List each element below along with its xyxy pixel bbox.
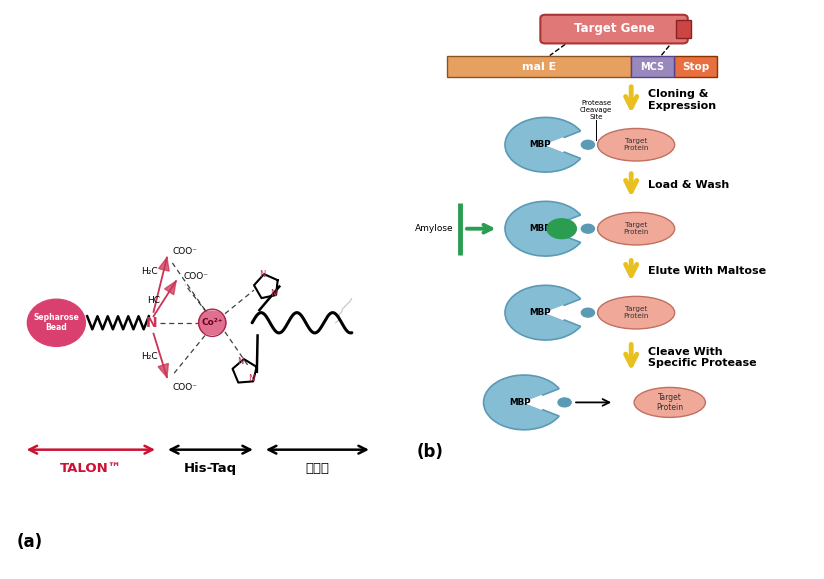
- Circle shape: [582, 224, 594, 233]
- Text: TALON™: TALON™: [60, 463, 122, 475]
- Text: Target Gene: Target Gene: [574, 23, 654, 35]
- Text: Protease
Cleavage
Site: Protease Cleavage Site: [580, 100, 612, 120]
- Text: HC: HC: [147, 296, 160, 305]
- Text: Target
Protein: Target Protein: [624, 222, 648, 235]
- Circle shape: [582, 308, 594, 317]
- Circle shape: [582, 140, 594, 149]
- Text: Target
Protein: Target Protein: [624, 138, 648, 151]
- Text: H₂C: H₂C: [142, 267, 158, 276]
- Wedge shape: [505, 285, 581, 340]
- Text: COO⁻: COO⁻: [183, 272, 208, 281]
- Text: MBP: MBP: [509, 398, 531, 407]
- Polygon shape: [158, 364, 168, 377]
- Text: Sepharose
Bead: Sepharose Bead: [34, 313, 79, 332]
- Bar: [447, 57, 631, 77]
- Text: H₂C: H₂C: [142, 352, 158, 361]
- Text: COO⁻: COO⁻: [172, 247, 198, 256]
- Bar: [631, 57, 674, 77]
- Text: N: N: [248, 374, 254, 383]
- Text: Cleave With
Specific Protease: Cleave With Specific Protease: [648, 347, 757, 368]
- Wedge shape: [505, 118, 581, 172]
- Text: Load & Wash: Load & Wash: [648, 180, 729, 190]
- Text: N: N: [259, 270, 265, 280]
- FancyBboxPatch shape: [541, 15, 688, 43]
- Text: N: N: [146, 316, 157, 330]
- Polygon shape: [159, 258, 169, 271]
- Text: N: N: [237, 357, 243, 367]
- Text: N: N: [270, 288, 277, 298]
- Text: COO⁻: COO⁻: [172, 383, 198, 392]
- Ellipse shape: [597, 212, 675, 245]
- Text: MBP: MBP: [529, 308, 550, 317]
- Text: (a): (a): [16, 533, 43, 551]
- Text: Amylose: Amylose: [414, 224, 453, 233]
- Text: Target
Protein: Target Protein: [656, 393, 683, 412]
- Ellipse shape: [27, 299, 86, 346]
- Wedge shape: [545, 306, 565, 320]
- Text: His-Taq: His-Taq: [184, 463, 237, 475]
- Text: Stop: Stop: [681, 61, 709, 72]
- Text: (b): (b): [417, 443, 444, 461]
- Ellipse shape: [634, 387, 705, 417]
- Wedge shape: [505, 201, 581, 256]
- Text: mal E: mal E: [522, 61, 556, 72]
- Bar: [674, 57, 717, 77]
- Text: MBP: MBP: [529, 224, 550, 233]
- Circle shape: [558, 398, 571, 407]
- Wedge shape: [545, 222, 565, 236]
- Polygon shape: [165, 281, 176, 295]
- Wedge shape: [524, 395, 544, 409]
- Text: Cloning &
Expression: Cloning & Expression: [648, 89, 716, 111]
- Text: Co²⁺: Co²⁺: [202, 318, 223, 327]
- Text: MBP: MBP: [529, 140, 550, 149]
- Ellipse shape: [199, 311, 226, 335]
- Ellipse shape: [597, 296, 675, 329]
- Text: MCS: MCS: [640, 61, 665, 72]
- Wedge shape: [484, 375, 559, 430]
- Text: Elute With Maltose: Elute With Maltose: [648, 266, 766, 276]
- Text: 단백질: 단백질: [306, 463, 330, 475]
- Wedge shape: [545, 138, 565, 152]
- Text: Target
Protein: Target Protein: [624, 306, 648, 319]
- Bar: [677, 20, 691, 38]
- Circle shape: [547, 219, 576, 239]
- Ellipse shape: [597, 129, 675, 161]
